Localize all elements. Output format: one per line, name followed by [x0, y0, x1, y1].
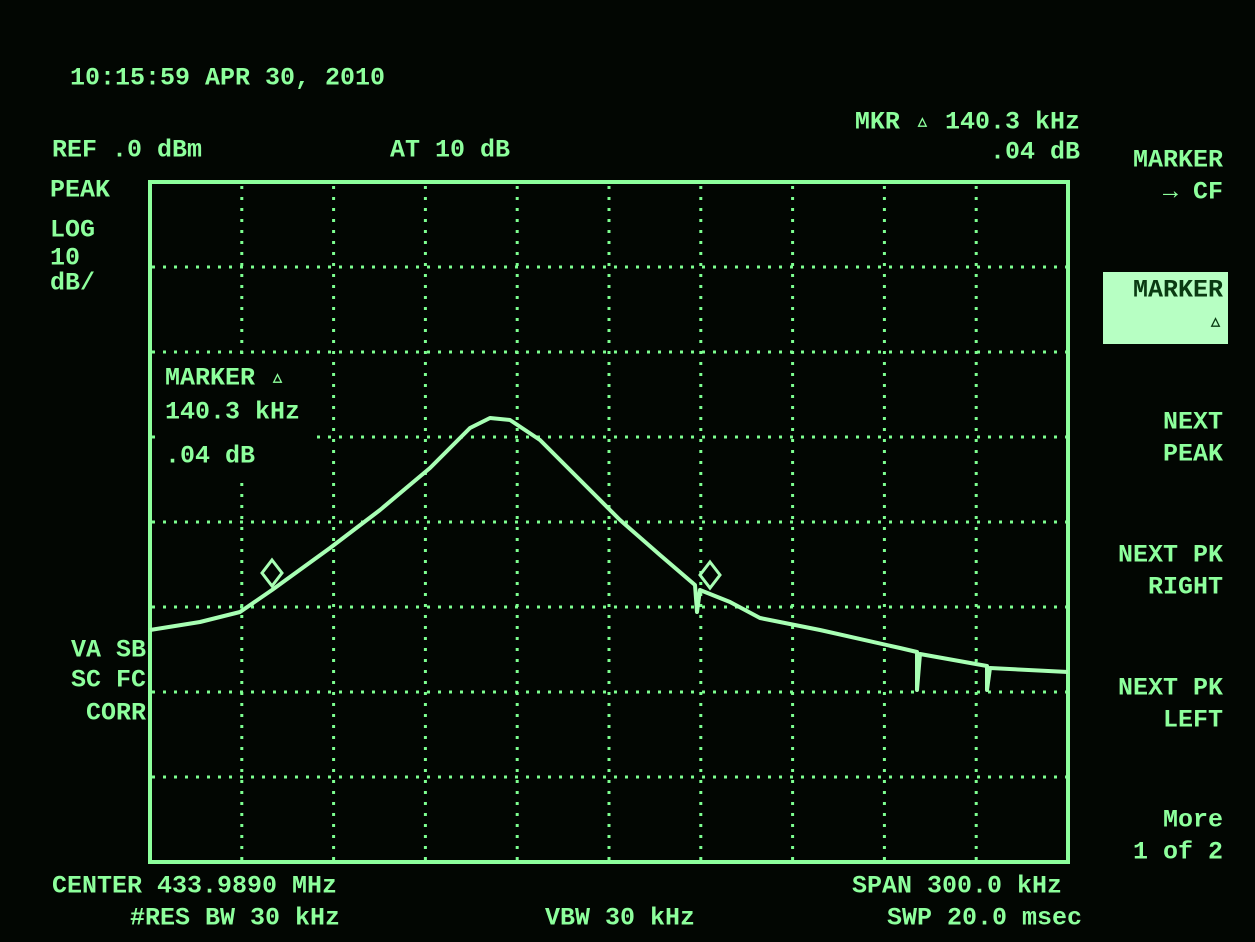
trace: [149, 416, 1069, 692]
softkey-label: NEXT: [1163, 408, 1223, 437]
marker-readout: 140.3 kHz: [165, 398, 300, 427]
graticule: [148, 180, 1070, 864]
softkey-label: MARKER: [1133, 276, 1223, 305]
softkey-label: PEAK: [1163, 440, 1223, 469]
marker-readout: MARKER ▵: [165, 364, 285, 393]
graticule-border: [148, 180, 1070, 864]
attenuation: AT 10 dB: [390, 136, 510, 165]
footer-center: CENTER 433.9890 MHz: [52, 872, 337, 901]
status-label: CORR: [86, 699, 146, 728]
softkey-highlight: [1103, 272, 1228, 344]
softkey-label: 1 of 2: [1133, 838, 1223, 867]
footer-rbw: #RES BW 30 kHz: [130, 904, 340, 933]
softkey-label: MARKER: [1133, 146, 1223, 175]
softkey-label: ▵: [1208, 308, 1223, 337]
footer-sweep: SWP 20.0 msec: [887, 904, 1082, 933]
softkey-label: LEFT: [1163, 706, 1223, 735]
softkey-label: NEXT PK: [1118, 541, 1223, 570]
left-label: PEAK: [50, 176, 110, 205]
softkey-label: More: [1163, 806, 1223, 835]
marker-readout: .04 dB: [165, 442, 255, 471]
left-label: dB/: [50, 269, 95, 298]
left-label: 10: [50, 244, 80, 273]
timestamp: 10:15:59 APR 30, 2010: [70, 64, 385, 93]
marker-box-bg: [160, 360, 310, 475]
footer-span: SPAN 300.0 kHz: [852, 872, 1062, 901]
softkey-label: NEXT PK: [1118, 674, 1223, 703]
softkey-label: → CF: [1163, 178, 1223, 207]
ref-level: REF .0 dBm: [52, 136, 202, 165]
footer-vbw: VBW 30 kHz: [545, 904, 695, 933]
left-label: LOG: [50, 216, 95, 245]
softkey-label: RIGHT: [1148, 573, 1223, 602]
marker-amplitude: .04 dB: [990, 138, 1080, 167]
status-label: SC FC: [71, 666, 146, 695]
status-label: VA SB: [71, 636, 146, 665]
marker-frequency: MKR ▵ 140.3 kHz: [855, 108, 1080, 137]
marker-diamonds: [260, 557, 722, 591]
